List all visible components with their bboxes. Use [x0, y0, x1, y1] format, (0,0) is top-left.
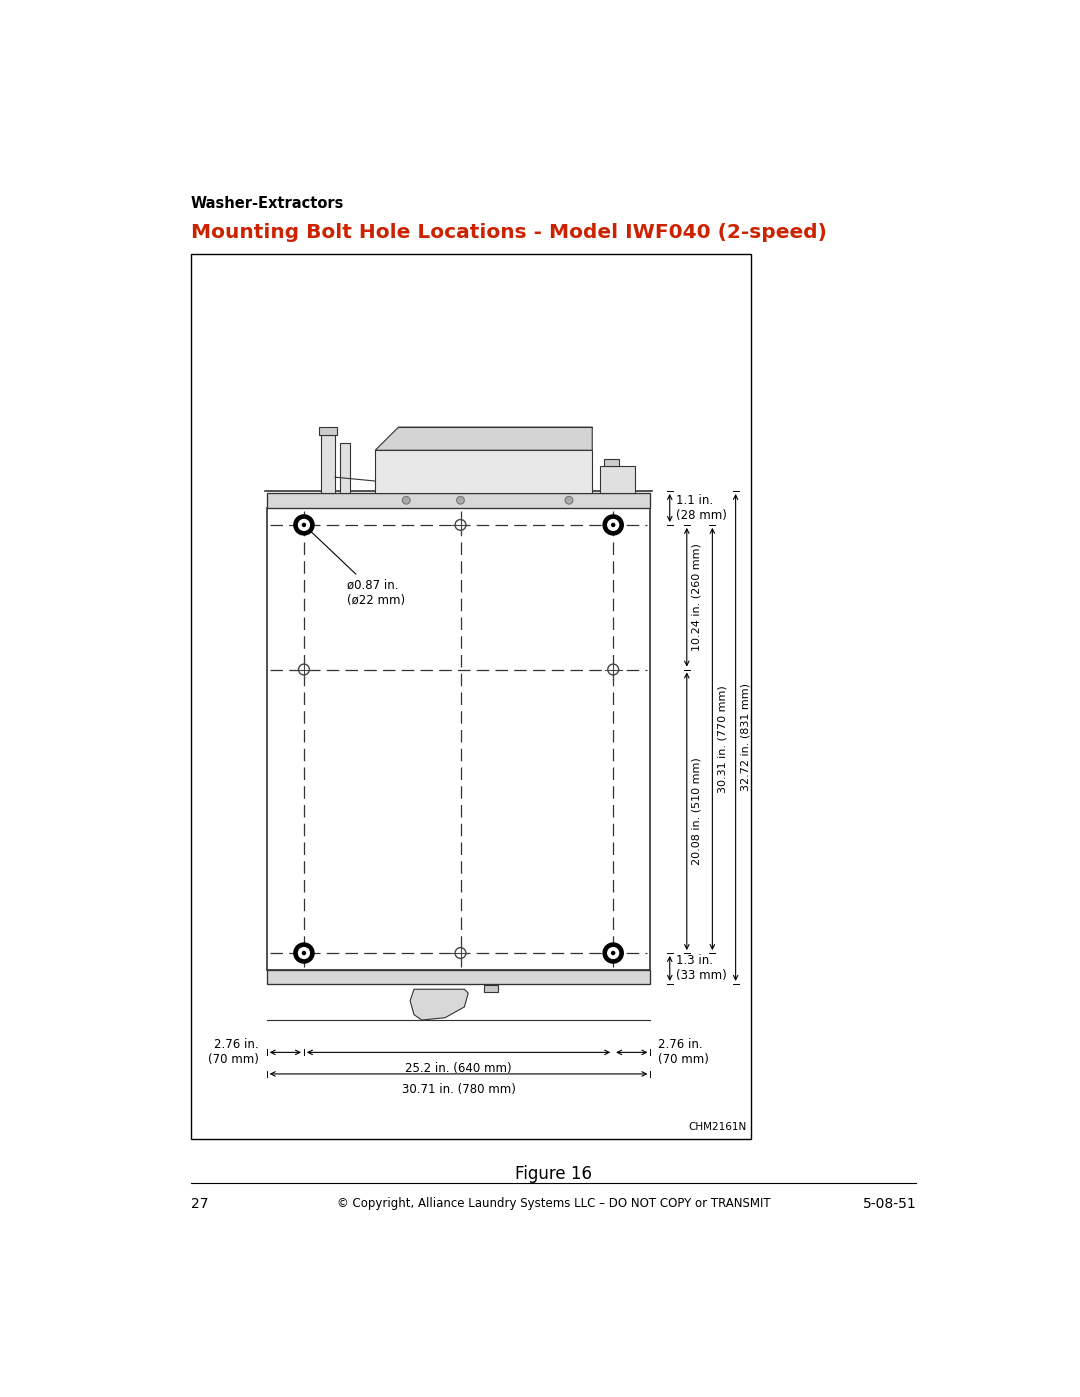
Circle shape: [294, 943, 314, 963]
Text: 1.3 in.
(33 mm): 1.3 in. (33 mm): [676, 954, 727, 982]
Circle shape: [298, 947, 309, 958]
Circle shape: [608, 520, 619, 531]
Bar: [267, 970, 650, 983]
Bar: [319, 427, 337, 434]
Circle shape: [611, 951, 615, 954]
Circle shape: [565, 496, 572, 504]
Circle shape: [403, 496, 410, 504]
Circle shape: [603, 515, 623, 535]
Circle shape: [302, 951, 306, 954]
Circle shape: [294, 515, 314, 535]
Text: 27: 27: [191, 1197, 208, 1211]
Circle shape: [298, 664, 309, 675]
Bar: [267, 493, 650, 509]
Text: Figure 16: Figure 16: [515, 1165, 592, 1183]
Bar: [484, 985, 498, 992]
Bar: [191, 254, 751, 1140]
Text: 20.08 in. (510 mm): 20.08 in. (510 mm): [691, 757, 701, 865]
Circle shape: [455, 520, 465, 531]
Text: CHM2161N: CHM2161N: [688, 1122, 746, 1132]
Circle shape: [608, 664, 619, 675]
Bar: [321, 434, 335, 493]
Text: © Copyright, Alliance Laundry Systems LLC – DO NOT COPY or TRANSMIT: © Copyright, Alliance Laundry Systems LL…: [337, 1197, 770, 1210]
Bar: [604, 460, 619, 465]
Text: Mounting Bolt Hole Locations - Model IWF040 (2-speed): Mounting Bolt Hole Locations - Model IWF…: [191, 224, 826, 242]
Text: 2.76 in.
(70 mm): 2.76 in. (70 mm): [658, 1038, 708, 1066]
Bar: [375, 450, 592, 493]
Text: 32.72 in. (831 mm): 32.72 in. (831 mm): [740, 683, 751, 792]
Text: Washer-Extractors: Washer-Extractors: [191, 196, 345, 211]
Circle shape: [611, 524, 615, 527]
Text: ø0.87 in.
(ø22 mm): ø0.87 in. (ø22 mm): [307, 528, 405, 606]
Bar: [340, 443, 350, 493]
Circle shape: [302, 524, 306, 527]
Text: 5-08-51: 5-08-51: [863, 1197, 916, 1211]
Circle shape: [603, 943, 623, 963]
Bar: [267, 509, 650, 970]
Text: 30.71 in. (780 mm): 30.71 in. (780 mm): [402, 1083, 515, 1097]
Text: 10.24 in. (260 mm): 10.24 in. (260 mm): [691, 543, 701, 651]
Circle shape: [608, 947, 619, 958]
Text: 30.31 in. (770 mm): 30.31 in. (770 mm): [717, 685, 727, 793]
Polygon shape: [410, 989, 469, 1020]
Polygon shape: [375, 427, 592, 450]
Circle shape: [298, 520, 309, 531]
Text: 25.2 in. (640 mm): 25.2 in. (640 mm): [405, 1062, 512, 1074]
Text: 1.1 in.
(28 mm): 1.1 in. (28 mm): [676, 495, 727, 522]
Circle shape: [455, 947, 465, 958]
Bar: [600, 465, 635, 493]
Text: 2.76 in.
(70 mm): 2.76 in. (70 mm): [208, 1038, 259, 1066]
Circle shape: [457, 496, 464, 504]
